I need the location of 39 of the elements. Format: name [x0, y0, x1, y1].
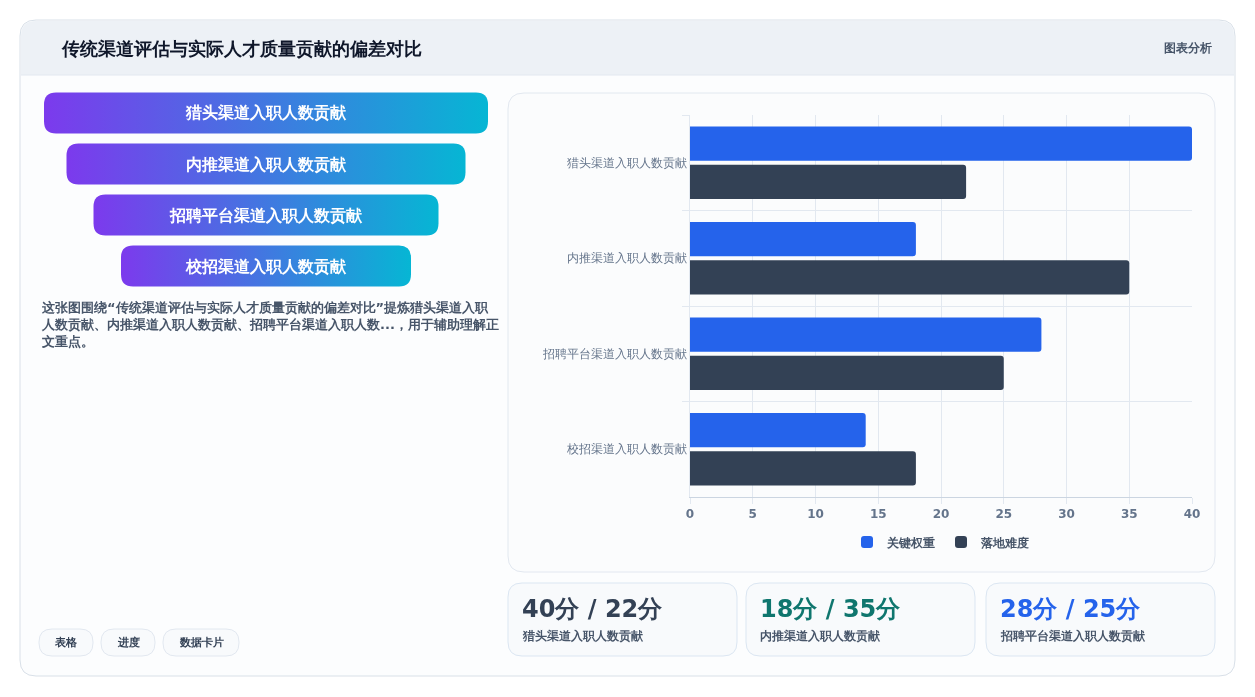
x-tick-label: 35 — [1120, 507, 1138, 522]
x-tick-label: 0 — [685, 507, 695, 522]
text: 猎头渠道入职人数贡献 — [522, 629, 644, 643]
text: 图表分析 — [1164, 41, 1212, 55]
y-tick-label: 内推渠道入职人数贡献 — [566, 251, 687, 266]
text: 28分 / 25分 — [1000, 595, 1142, 623]
bar — [690, 317, 1042, 352]
legend-label: 关键权重 — [886, 535, 935, 550]
text: 18分 / 35分 — [760, 595, 902, 623]
bar — [690, 412, 866, 448]
x-tick-label: 20 — [932, 507, 950, 522]
bar — [690, 260, 1130, 295]
text: 内推渠道入职人数贡献 — [186, 155, 347, 174]
text: 数据卡片 — [179, 636, 224, 649]
text: 校招渠道入职人数贡献 — [185, 257, 347, 276]
x-tick-label: 15 — [869, 507, 887, 522]
text: 招聘平台渠道入职人数贡献 — [1000, 629, 1146, 643]
bar — [690, 355, 1004, 391]
text: 招聘平台渠道入职人数贡献 — [169, 206, 363, 225]
x-tick-label: 40 — [1183, 507, 1201, 522]
text: 表格 — [54, 636, 78, 649]
bar — [690, 164, 967, 200]
x-tick-label: 30 — [1058, 507, 1075, 522]
y-tick-label: 校招渠道入职人数贡献 — [565, 442, 687, 457]
text: 猎头渠道入职人数贡献 — [185, 103, 347, 122]
legend-label: 落地难度 — [980, 535, 1029, 550]
text: 内推渠道入职人数贡献 — [760, 629, 881, 643]
y-tick-label: 招聘平台渠道入职人数贡献 — [541, 346, 687, 361]
x-tick-label: 10 — [807, 507, 824, 522]
text: 进度 — [117, 636, 140, 649]
text: 这张图围绕“传统渠道评估与实际人才质量贡献的偏差对比”提炼猎头渠道入职人数贡献、内推渠道入职人数贡献、招聘平台渠道入职人数...，用于辅助理解正文重点。 — [41, 300, 499, 349]
text: 传统渠道评估与实际人才质量贡献的偏差对比 — [61, 38, 422, 60]
text: 40分 / 22分 — [522, 595, 664, 623]
x-tick-label: 25 — [995, 507, 1013, 522]
bar — [690, 221, 916, 257]
bar — [690, 451, 916, 486]
bar — [690, 126, 1192, 161]
x-tick-label: 5 — [748, 507, 757, 522]
y-tick-label: 猎头渠道入职人数贡献 — [566, 155, 687, 170]
